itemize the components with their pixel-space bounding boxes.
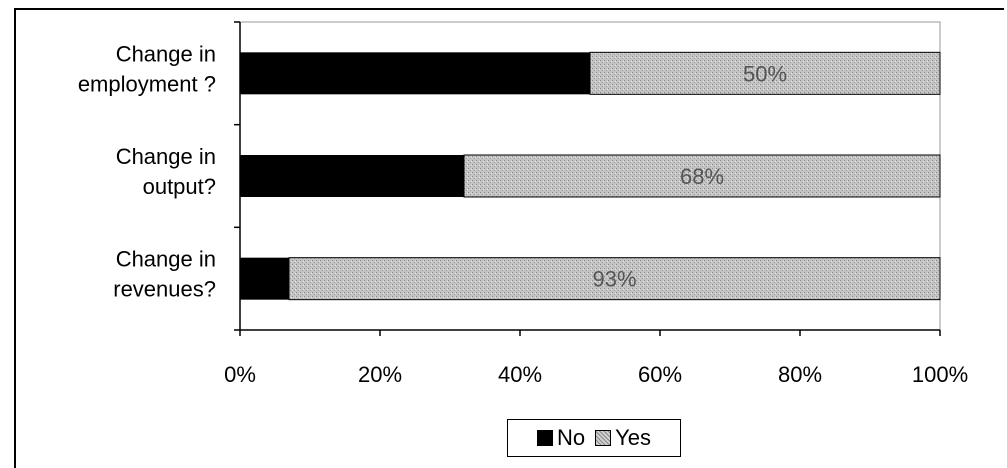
legend-label-yes: Yes xyxy=(615,425,651,450)
category-label-1-line-0: Change in xyxy=(116,144,216,169)
legend-item-no: No xyxy=(536,425,586,451)
category-label-2-line-1: revenues? xyxy=(113,277,216,302)
chart-frame xyxy=(14,8,1004,468)
data-label-0: 50% xyxy=(743,61,787,86)
bars xyxy=(240,51,941,301)
bar-no-0 xyxy=(240,52,590,95)
data-label-1: 68% xyxy=(680,164,724,189)
bar-yes-0 xyxy=(589,51,941,95)
bar-yes-2 xyxy=(288,257,941,301)
x-tick-label-4: 80% xyxy=(778,362,822,387)
x-tick-label-1: 20% xyxy=(358,362,402,387)
category-label-2-line-0: Change in xyxy=(116,247,216,272)
x-tick-label-5: 100% xyxy=(912,362,968,387)
category-labels: Change in employment ? Change in output? Cha… xyxy=(78,41,216,301)
x-axis-ticks: 0% 20% 40% 60% 80% 100% xyxy=(224,330,968,387)
data-labels: 50% 68% 93% xyxy=(592,61,787,291)
bar-yes-1 xyxy=(463,154,941,198)
category-label-0-line-0: Change in xyxy=(116,41,216,66)
legend: No Yes xyxy=(507,419,681,457)
legend-swatch-no xyxy=(536,430,553,446)
bar-no-1 xyxy=(240,155,464,197)
legend-swatch-yes xyxy=(595,430,612,446)
category-label-1-line-1: output? xyxy=(143,174,216,199)
data-label-2: 93% xyxy=(592,267,636,292)
legend-item-yes: Yes xyxy=(595,425,651,451)
bar-no-2 xyxy=(240,257,289,300)
x-tick-label-3: 60% xyxy=(638,362,682,387)
legend-label-no: No xyxy=(556,425,586,450)
x-tick-label-0: 0% xyxy=(224,362,256,387)
category-label-0-line-1: employment ? xyxy=(78,71,216,96)
x-tick-label-2: 40% xyxy=(498,362,542,387)
